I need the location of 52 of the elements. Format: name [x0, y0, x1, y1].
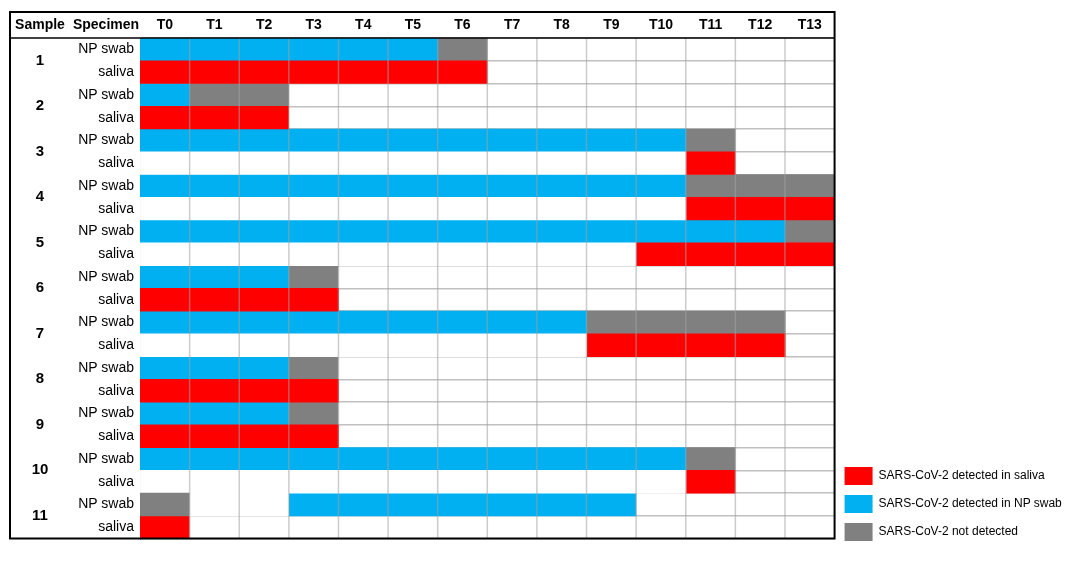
y-tick-label: NP swab: [78, 176, 135, 193]
text: T5: [404, 15, 422, 32]
text: 4: [35, 187, 45, 205]
text: 8: [35, 369, 45, 387]
text: T0: [156, 15, 174, 32]
text: T3: [305, 15, 323, 32]
y-tick-label: saliva: [98, 154, 135, 171]
text: 10: [31, 460, 49, 478]
y-tick-label: saliva: [98, 290, 135, 307]
text: 7: [35, 323, 45, 341]
y-tick-label: saliva: [98, 199, 135, 216]
y-tick-label: saliva: [98, 62, 135, 79]
y-tick-label: NP swab: [78, 449, 135, 466]
legend-label: SARS-CoV-2 detected in NP swab: [878, 496, 1063, 511]
y-tick-label: saliva: [98, 427, 135, 444]
text: T12: [748, 15, 773, 32]
text: T4: [355, 15, 372, 32]
text: 5: [35, 232, 45, 250]
y-tick-label: NP swab: [78, 495, 135, 512]
text: T1: [206, 15, 223, 32]
text: 3: [35, 141, 45, 159]
y-tick-label: NP swab: [78, 40, 135, 57]
text: Specimen: [72, 15, 140, 32]
y-tick-label: NP swab: [78, 222, 135, 239]
text: 6: [35, 278, 45, 296]
y-tick-label: NP swab: [78, 313, 135, 330]
text: 2: [35, 96, 45, 114]
text: 11: [32, 505, 48, 523]
y-tick-label: saliva: [98, 518, 135, 535]
text: T10: [648, 15, 674, 32]
text: T8: [553, 15, 571, 32]
y-tick-label: saliva: [98, 245, 135, 262]
y-tick-label: saliva: [98, 108, 135, 125]
y-tick-label: saliva: [98, 381, 135, 398]
text: T13: [797, 15, 823, 32]
y-tick-label: NP swab: [78, 85, 135, 102]
y-tick-label: NP swab: [78, 131, 135, 148]
y-tick-label: NP swab: [78, 404, 135, 421]
y-tick-label: NP swab: [78, 267, 135, 284]
text: Sample: [15, 15, 66, 32]
legend-label: SARS-CoV-2 detected in saliva: [878, 468, 1045, 483]
text: 1: [35, 50, 45, 68]
text: T9: [603, 15, 620, 32]
text: T2: [255, 15, 273, 32]
text: T7: [503, 15, 521, 32]
legend-label: SARS-CoV-2 not detected: [878, 524, 1018, 539]
y-tick-label: saliva: [98, 336, 135, 353]
y-tick-label: saliva: [98, 472, 135, 489]
text: T11: [698, 15, 723, 32]
text: T6: [454, 15, 471, 32]
y-tick-label: NP swab: [78, 358, 135, 375]
text: 9: [35, 414, 45, 432]
